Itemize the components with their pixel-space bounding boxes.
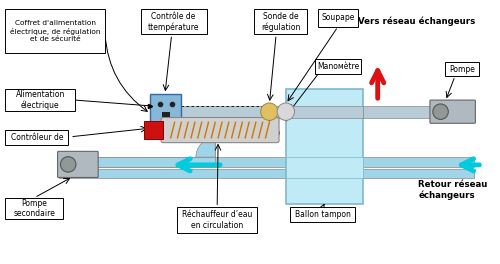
Wedge shape	[196, 138, 215, 157]
Bar	[58, 169, 474, 178]
Bar	[446, 62, 480, 76]
Bar	[150, 94, 182, 128]
Bar	[318, 9, 358, 27]
Bar	[58, 157, 474, 167]
Text: Sonde de
régulation: Sonde de régulation	[261, 12, 300, 32]
Bar	[286, 106, 363, 119]
Bar	[178, 208, 257, 233]
FancyBboxPatch shape	[161, 117, 279, 143]
Text: Contrôle de
ttempérature: Contrôle de ttempérature	[148, 12, 200, 32]
Text: Pompe
secondaire: Pompe secondaire	[14, 199, 56, 218]
Bar	[152, 106, 474, 119]
Text: Alimentation
électrique: Alimentation électrique	[16, 90, 65, 110]
Text: Pompe: Pompe	[450, 65, 475, 74]
Bar	[315, 59, 362, 74]
Text: Soupape: Soupape	[322, 13, 354, 22]
FancyBboxPatch shape	[58, 151, 98, 177]
Circle shape	[433, 104, 448, 119]
Text: Réchauffeur d’eau
en circulation: Réchauffeur d’eau en circulation	[182, 210, 252, 230]
Text: Vers réseau échangeurs: Vers réseau échangeurs	[358, 17, 476, 26]
Bar	[58, 157, 215, 167]
Text: Contrôleur de: Contrôleur de	[10, 133, 63, 142]
Circle shape	[260, 103, 278, 120]
Bar	[254, 9, 307, 34]
Bar	[202, 141, 215, 158]
Circle shape	[60, 157, 76, 172]
Bar	[6, 89, 75, 111]
Bar	[162, 112, 170, 117]
Circle shape	[277, 103, 294, 120]
Bar	[290, 208, 356, 222]
Bar	[286, 157, 363, 178]
Bar	[6, 9, 105, 53]
Bar	[6, 198, 64, 219]
Bar	[140, 9, 206, 34]
Bar	[6, 130, 68, 145]
Bar	[144, 121, 163, 139]
Text: Retour réseau
échangeurs: Retour réseau échangeurs	[418, 180, 488, 200]
Text: Ballon tampon: Ballon tampon	[294, 210, 350, 219]
Text: Manoмètre: Manoмètre	[317, 62, 359, 71]
FancyBboxPatch shape	[430, 100, 476, 123]
Text: Coffret d'alimentation
électrique, de régulation
et de sécurité: Coffret d'alimentation électrique, de ré…	[10, 20, 101, 41]
Bar	[286, 89, 363, 204]
